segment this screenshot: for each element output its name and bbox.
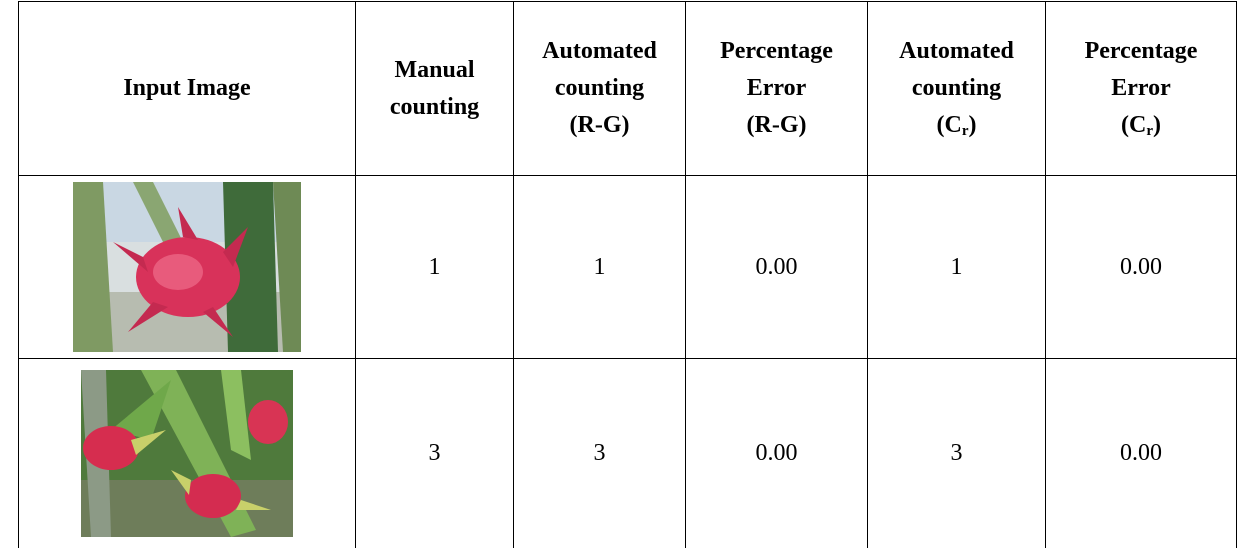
header-line: ) — [969, 112, 977, 138]
header-line: Percentage — [720, 38, 833, 64]
header-line: Automated — [899, 38, 1014, 64]
header-line: Percentage — [1085, 38, 1198, 64]
subscript: r — [1146, 123, 1153, 139]
header-cell: Percentage Error (R-G) — [686, 2, 868, 176]
cell: 1 — [514, 176, 686, 359]
cell: 0.00 — [1046, 359, 1237, 548]
header-line: Automated — [542, 38, 657, 64]
cell: 0.00 — [686, 359, 868, 548]
header-line: counting — [555, 75, 644, 101]
header-line: ) — [1153, 112, 1161, 138]
image-cell — [19, 359, 356, 548]
image-cell — [19, 176, 356, 359]
header-line: counting — [912, 75, 1001, 101]
row: 3 3 0.00 3 0.00 — [19, 359, 1237, 548]
header-row: Input Image Manual counting Automated coun… — [19, 2, 1237, 176]
header-line: (C — [1121, 112, 1146, 138]
cell: 1 — [356, 176, 514, 359]
header-line: (R-G) — [570, 112, 630, 138]
header-line: (C — [937, 112, 962, 138]
header-line: Error — [1111, 75, 1171, 101]
cell: 0.00 — [686, 176, 868, 359]
header-cell: Input Image — [19, 2, 356, 176]
header-line: Error — [747, 75, 807, 101]
header-cell: Automated counting (R-G) — [514, 2, 686, 176]
page: {"table": { "header": [ {"lines": ["Inpu… — [0, 0, 1240, 547]
results-table: Input Image Manual counting Automated coun… — [18, 1, 1237, 548]
header-cell: Percentage Error (Cr) — [1046, 2, 1237, 176]
header-cell: Manual counting — [356, 2, 514, 176]
cell: 3 — [868, 359, 1046, 548]
header-line: counting — [390, 94, 479, 120]
cell: 0.00 — [1046, 176, 1237, 359]
header-line: Input Image — [123, 75, 250, 101]
fruit-image — [81, 370, 293, 537]
cell: 1 — [868, 176, 1046, 359]
cell: 3 — [514, 359, 686, 548]
header-line: (R-G) — [747, 112, 807, 138]
header-cell: Automated counting (Cr) — [868, 2, 1046, 176]
subscript: r — [962, 123, 969, 139]
cell: 3 — [356, 359, 514, 548]
row: 1 1 0.00 1 0.00 — [19, 176, 1237, 359]
header-line: Manual — [394, 57, 474, 83]
fruit-image — [73, 182, 301, 352]
